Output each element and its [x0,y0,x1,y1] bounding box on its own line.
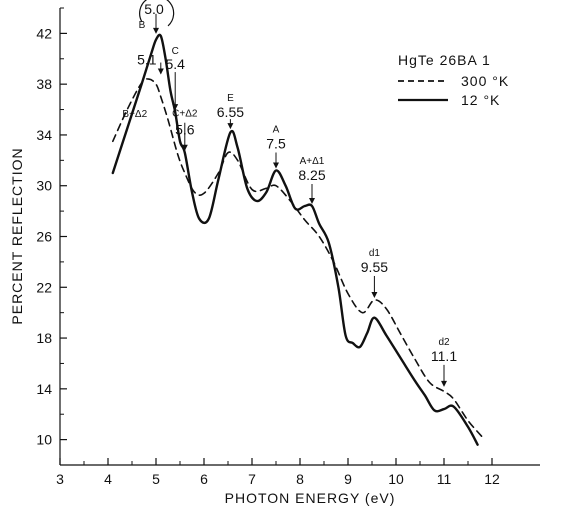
annotation-arrowhead [153,27,159,34]
series-line-12k [111,33,479,446]
annotation-arrowhead [441,380,447,387]
y-tick-label: 18 [36,330,52,346]
annotation-label: E [227,93,234,104]
annotation-value: 5.4 [165,56,185,72]
peak-annotations: B 5.0 5.1 C5.4 B+Δ2 C+Δ2 5.6 E6.55 A7.5 A+Δ18.25 d… [122,0,457,387]
legend-label-12k: 12 °K [461,92,500,108]
y-tick-label: 14 [36,381,52,397]
x-tick-label: 6 [200,471,208,487]
x-axis-title: PHOTON ENERGY (eV) [225,490,396,506]
series-line-300k [112,78,484,438]
annotation-value: 6.55 [217,104,244,120]
annotation-value: 8.25 [298,167,325,183]
x-axis-ticks: 3 4 5 6 7 8 9 10 11 12 [56,458,500,487]
annotation-arrowhead [227,123,234,130]
annotation-arrowhead [181,144,188,151]
y-tick-label: 38 [36,76,52,92]
series-layer [111,33,484,446]
y-tick-label: 34 [36,127,52,143]
legend-label-300k: 300 °K [461,73,509,89]
annotation-value: 7.5 [266,135,286,151]
x-tick-label: 12 [484,471,500,487]
x-tick-label: 7 [248,471,256,487]
annotation-value: 5.0 [144,1,164,17]
annotation-arrowhead [371,291,378,298]
annotation-label: B [139,20,146,31]
annotation-value: 5.6 [175,122,195,138]
y-tick-label: 22 [36,279,52,295]
x-tick-label: 11 [437,471,452,487]
annotation-label: C+Δ2 [172,109,198,120]
legend-title: HgTe 26BA 1 [398,52,491,68]
annotation-value: 5.1 [137,52,157,68]
y-tick-label: 10 [36,432,52,448]
annotation-label: A+Δ1 [300,156,325,167]
y-axis-title: PERCENT REFLECTION [9,147,25,324]
annotation-value: 9.55 [361,259,388,275]
annotation-label: A [273,124,280,135]
x-tick-label: 4 [104,471,112,487]
y-tick-label: 30 [36,178,52,194]
legend: HgTe 26BA 1 300 °K 12 °K [398,52,509,108]
y-tick-label: 42 [36,25,52,41]
annotation-label: B+Δ2 [122,109,147,120]
annotation-label: d1 [369,248,381,259]
y-axis-ticks: 10 14 18 22 26 30 34 38 42 [36,7,67,448]
annotation-value: 11.1 [431,348,457,364]
x-tick-label: 5 [152,471,160,487]
y-tick-label: 26 [36,229,52,245]
annotation-circle [139,0,175,27]
x-tick-label: 9 [344,471,352,487]
x-tick-label: 10 [388,471,404,487]
x-tick-label: 3 [56,471,64,487]
annotation-arrowhead [309,198,315,205]
annotation-arrowhead [157,68,164,75]
x-tick-label: 8 [296,471,304,487]
annotation-label: C [172,46,179,57]
annotation-label: d2 [438,337,450,348]
annotation-arrowhead [172,104,179,111]
annotation-arrowhead [273,162,279,169]
